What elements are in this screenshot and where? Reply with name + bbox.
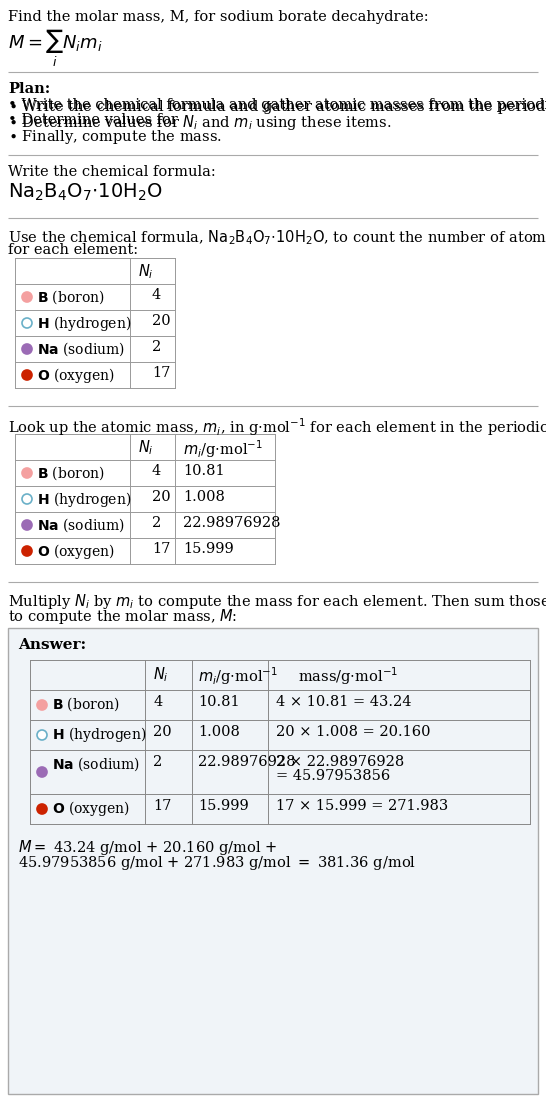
Text: 17: 17 xyxy=(153,799,171,813)
Text: $m_i$/g$\cdot$mol$^{-1}$: $m_i$/g$\cdot$mol$^{-1}$ xyxy=(198,665,278,687)
Text: mass/g$\cdot$mol$^{-1}$: mass/g$\cdot$mol$^{-1}$ xyxy=(298,665,398,687)
Text: Plan:: Plan: xyxy=(8,82,50,96)
Circle shape xyxy=(37,804,47,814)
Text: Multiply $N_i$ by $m_i$ to compute the mass for each element. Then sum those val: Multiply $N_i$ by $m_i$ to compute the m… xyxy=(8,592,546,611)
Text: $\mathrm{Na_2B_4O_7{\cdot}10H_2O}$: $\mathrm{Na_2B_4O_7{\cdot}10H_2O}$ xyxy=(8,182,163,203)
Circle shape xyxy=(22,468,32,478)
Text: for each element:: for each element: xyxy=(8,244,138,257)
FancyBboxPatch shape xyxy=(8,628,538,1094)
Text: Answer:: Answer: xyxy=(18,638,86,652)
Text: $\mathbf{O}$ (oxygen): $\mathbf{O}$ (oxygen) xyxy=(37,366,115,385)
Text: 4: 4 xyxy=(153,695,162,709)
Text: • Determine values for: • Determine values for xyxy=(8,114,182,127)
Text: 45.97953856 g/mol $+$ 271.983 g/mol $= $ 381.36 g/mol: 45.97953856 g/mol $+$ 271.983 g/mol $= $… xyxy=(18,854,416,872)
Text: 20: 20 xyxy=(153,725,171,739)
Text: $\mathbf{O}$ (oxygen): $\mathbf{O}$ (oxygen) xyxy=(52,799,130,818)
Text: 17: 17 xyxy=(152,542,170,557)
Text: $\mathbf{H}$ (hydrogen): $\mathbf{H}$ (hydrogen) xyxy=(37,314,132,333)
Text: $\mathbf{B}$ (boron): $\mathbf{B}$ (boron) xyxy=(37,464,105,482)
Text: 4 × 10.81 = 43.24: 4 × 10.81 = 43.24 xyxy=(276,695,412,709)
Text: 2: 2 xyxy=(152,341,161,354)
Text: $N_i$: $N_i$ xyxy=(138,437,154,456)
Text: 2: 2 xyxy=(153,755,162,769)
Text: to compute the molar mass, $M$:: to compute the molar mass, $M$: xyxy=(8,607,238,626)
Text: 4: 4 xyxy=(152,288,161,302)
Text: $\mathbf{Na}$ (sodium): $\mathbf{Na}$ (sodium) xyxy=(37,341,125,358)
Text: $\mathbf{B}$ (boron): $\mathbf{B}$ (boron) xyxy=(52,695,120,713)
Text: $M = \sum_i N_i m_i$: $M = \sum_i N_i m_i$ xyxy=(8,28,103,69)
Text: Find the molar mass, M, for sodium borate decahydrate:: Find the molar mass, M, for sodium borat… xyxy=(8,10,429,24)
Text: 20 × 1.008 = 20.160: 20 × 1.008 = 20.160 xyxy=(276,725,430,739)
Circle shape xyxy=(37,730,47,741)
Text: 2: 2 xyxy=(152,516,161,530)
Text: Look up the atomic mass, $m_i$, in g$\cdot$mol$^{-1}$ for each element in the pe: Look up the atomic mass, $m_i$, in g$\cd… xyxy=(8,415,546,437)
Circle shape xyxy=(22,318,32,328)
Circle shape xyxy=(37,700,47,710)
Text: Use the chemical formula, $\mathrm{Na_2B_4O_7{\cdot}10H_2O}$, to count the numbe: Use the chemical formula, $\mathrm{Na_2B… xyxy=(8,228,546,247)
Text: = 45.97953856: = 45.97953856 xyxy=(276,769,390,784)
Text: 4: 4 xyxy=(152,464,161,478)
Text: Write the chemical formula:: Write the chemical formula: xyxy=(8,165,216,179)
Circle shape xyxy=(22,292,32,302)
Text: $\bullet$ Determine values for $N_i$ and $m_i$ using these items.: $\bullet$ Determine values for $N_i$ and… xyxy=(8,114,391,132)
Circle shape xyxy=(22,370,32,380)
Text: $N_i$: $N_i$ xyxy=(153,665,169,683)
Text: $\mathbf{H}$ (hydrogen): $\mathbf{H}$ (hydrogen) xyxy=(37,490,132,509)
Text: $\bullet$ Finally, compute the mass.: $\bullet$ Finally, compute the mass. xyxy=(8,128,222,145)
Text: 17: 17 xyxy=(152,366,170,380)
Text: 22.98976928: 22.98976928 xyxy=(198,755,295,769)
Text: 10.81: 10.81 xyxy=(198,695,240,709)
Text: $\mathbf{Na}$ (sodium): $\mathbf{Na}$ (sodium) xyxy=(37,516,125,533)
Circle shape xyxy=(22,344,32,354)
Text: 1.008: 1.008 xyxy=(183,490,225,504)
Text: $\bullet$ Write the chemical formula and gather atomic masses from the periodic : $\bullet$ Write the chemical formula and… xyxy=(8,98,546,116)
Text: 22.98976928: 22.98976928 xyxy=(183,516,281,530)
Text: $N_i$: $N_i$ xyxy=(138,262,154,281)
Text: $m_i$/g$\cdot$mol$^{-1}$: $m_i$/g$\cdot$mol$^{-1}$ xyxy=(183,437,263,460)
Text: $\mathbf{O}$ (oxygen): $\mathbf{O}$ (oxygen) xyxy=(37,542,115,561)
Text: 2 × 22.98976928: 2 × 22.98976928 xyxy=(276,755,404,769)
Text: 17 × 15.999 = 271.983: 17 × 15.999 = 271.983 xyxy=(276,799,448,813)
Circle shape xyxy=(37,767,47,777)
Text: $M = $ 43.24 g/mol $+$ 20.160 g/mol $+$: $M = $ 43.24 g/mol $+$ 20.160 g/mol $+$ xyxy=(18,838,277,857)
Circle shape xyxy=(22,520,32,530)
Text: 1.008: 1.008 xyxy=(198,725,240,739)
Text: • Write the chemical formula and gather atomic masses from the periodic table.: • Write the chemical formula and gather … xyxy=(8,98,546,112)
Text: 20: 20 xyxy=(152,314,170,328)
Text: 15.999: 15.999 xyxy=(183,542,234,557)
Text: 10.81: 10.81 xyxy=(183,464,224,478)
Text: $\mathbf{Na}$ (sodium): $\mathbf{Na}$ (sodium) xyxy=(52,755,140,773)
Text: $\mathbf{B}$ (boron): $\mathbf{B}$ (boron) xyxy=(37,288,105,305)
Circle shape xyxy=(22,545,32,557)
Text: 20: 20 xyxy=(152,490,170,504)
Text: $\mathbf{H}$ (hydrogen): $\mathbf{H}$ (hydrogen) xyxy=(52,725,146,744)
Text: 15.999: 15.999 xyxy=(198,799,249,813)
Circle shape xyxy=(22,494,32,504)
